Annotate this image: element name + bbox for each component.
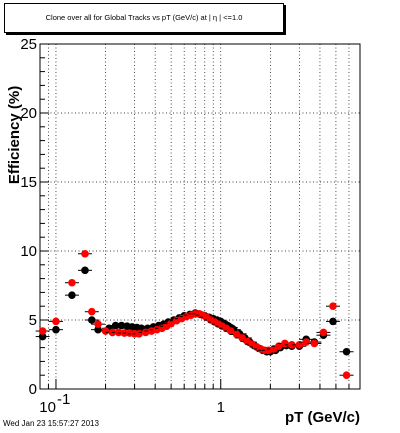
y-tick-label: 20 [20,105,37,122]
data-point [94,320,102,328]
data-point [141,328,150,337]
data-point [226,327,235,335]
x-tick-label: 10 [39,399,56,416]
data-point [52,325,60,334]
x-tick-label-exponent: -1 [57,391,70,408]
x-axis-title: pT (GeV/c) [285,409,360,426]
data-point [288,341,296,349]
data-point [135,330,144,338]
data-point [101,327,110,335]
y-axis-title: Efficiency (%) [6,86,23,184]
y-tick-label: 0 [29,381,37,398]
y-tick-label: 5 [29,312,37,329]
data-point [88,316,96,324]
data-point [342,371,351,380]
y-tick-label: 15 [20,174,37,191]
y-tick-label: 25 [20,36,37,53]
timestamp: Wed Jan 23 15:57:27 2013 [3,419,99,428]
marks-layer [35,249,354,380]
data-point [329,302,337,311]
data-point [52,317,60,326]
data-point [94,325,102,334]
chart-title: Clone over all for Global Tracks vs pT (… [45,13,243,22]
data-point [342,347,351,356]
data-point [117,321,126,330]
data-point [38,327,47,335]
x-tick-label: 1 [217,399,225,416]
data-point [274,342,283,351]
data-point [81,249,89,258]
data-point [329,317,337,326]
data-point [295,341,304,349]
y-tick-label: 10 [20,243,37,260]
data-point [68,291,76,299]
data-point [310,339,319,348]
chart-title-box: Clone over all for Global Tracks vs pT (… [4,3,284,33]
data-point [319,328,328,337]
data-point [81,266,89,275]
data-point [38,332,47,341]
data-point [114,328,123,337]
data-point [281,339,289,348]
plot-frame [39,43,361,390]
data-point [302,338,310,346]
data-point [88,307,96,316]
data-point [68,278,76,287]
data-point [232,330,241,339]
grid-layer [39,44,361,389]
